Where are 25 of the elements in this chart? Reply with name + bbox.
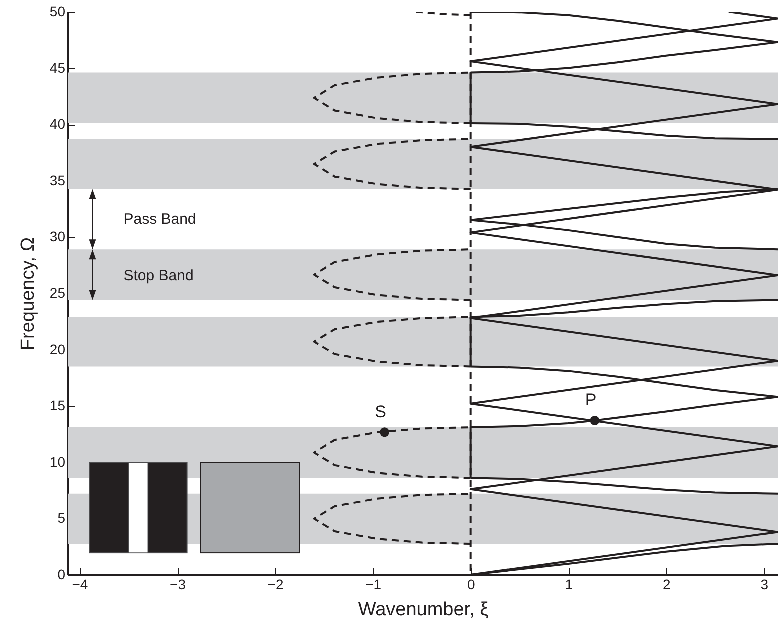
y-axis-title: Frequency, Ω xyxy=(18,237,39,351)
y-tick-label: 25 xyxy=(50,285,66,301)
y-tick-label: 50 xyxy=(50,4,66,20)
x-tick-label: 3 xyxy=(760,576,769,592)
series-label: S xyxy=(375,402,386,422)
y-tick-label: 15 xyxy=(50,398,66,414)
x-tick-label: −4 xyxy=(72,576,88,592)
x-tick-label: 1 xyxy=(565,576,574,592)
x-tick-label: 0 xyxy=(467,576,476,592)
y-tick-label: 40 xyxy=(50,116,66,132)
y-tick-label: 5 xyxy=(58,510,66,526)
x-tick-label: −3 xyxy=(170,576,186,592)
y-tick-label: 0 xyxy=(58,566,66,582)
series-label: P xyxy=(585,390,597,410)
y-tick-label: 30 xyxy=(50,228,66,245)
annotation: Stop Band xyxy=(124,267,194,284)
y-tick-label: 10 xyxy=(50,454,66,470)
x-axis-title: Wavenumber, ξ xyxy=(358,600,490,620)
y-tick-label: 20 xyxy=(50,341,66,358)
x-tick-label: −2 xyxy=(268,576,284,592)
x-tick-label: −1 xyxy=(366,576,382,592)
y-tick-label: 45 xyxy=(50,60,66,76)
y-tick-label: 35 xyxy=(50,172,66,188)
x-tick-label: 2 xyxy=(662,576,671,592)
annotation: Pass Band xyxy=(124,211,196,228)
